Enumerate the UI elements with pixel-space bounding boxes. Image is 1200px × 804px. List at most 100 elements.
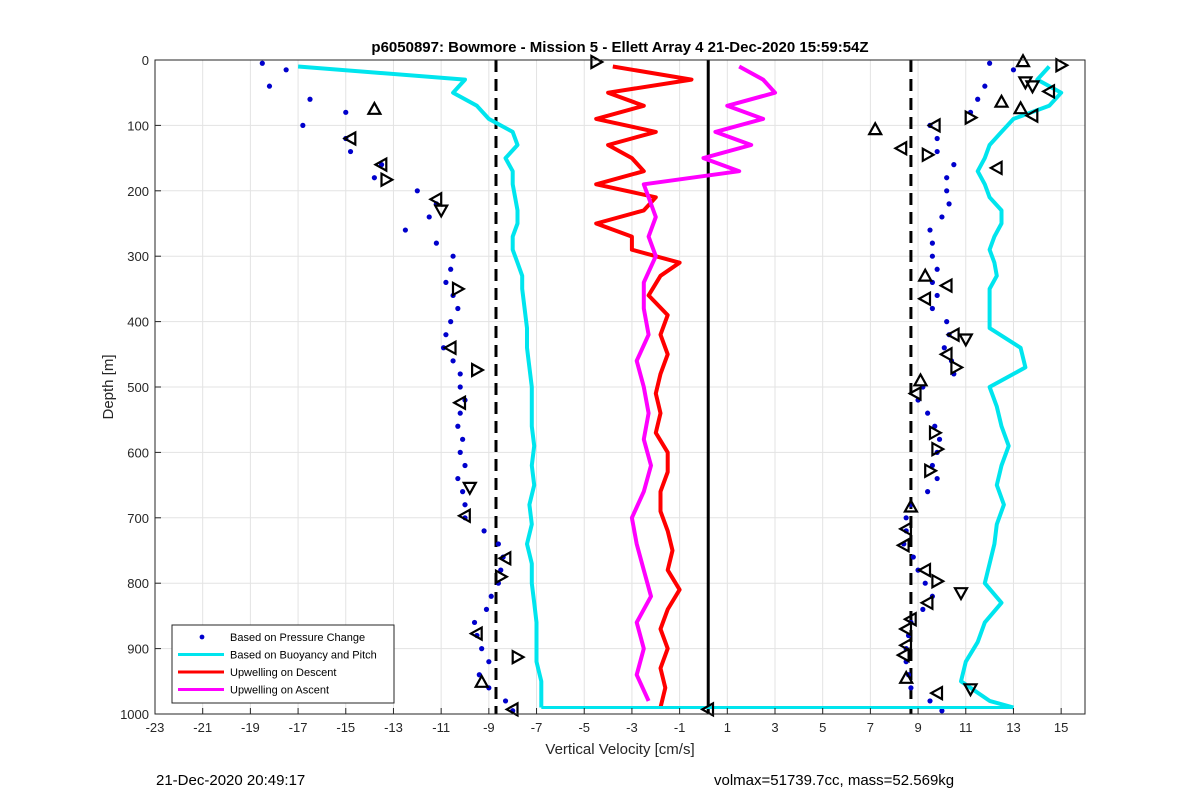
x-tick-label: -13 (384, 720, 403, 735)
pressure-change-point (936, 436, 943, 442)
upwelling-ascent-line (629, 64, 777, 702)
triangle-marker (938, 277, 953, 294)
y-tick-label: 300 (127, 249, 149, 264)
axis-ticks: -23 -21 -19 -17 -15 -13 -11 -9 -7 -5 -3 -1 1 3 5 7 9 11 13… (120, 53, 1068, 735)
pressure-change-point (343, 109, 349, 115)
x-axis-label: Vertical Velocity [cm/s] (545, 741, 694, 758)
pressure-change-point (371, 175, 377, 181)
pressure-change-point (929, 253, 935, 259)
triangle-marker (938, 346, 953, 363)
triangle-marker (926, 117, 941, 134)
pressure-change-point (481, 528, 487, 534)
pressure-change-point (450, 358, 456, 364)
y-tick-label: 700 (127, 511, 149, 526)
legend-label: Based on Buoyancy and Pitch (230, 650, 377, 662)
x-tick-label: 1 (724, 720, 731, 735)
triangle-marker (945, 326, 960, 343)
triangle-marker (471, 362, 486, 378)
triangle-marker (964, 109, 979, 126)
pressure-change-point (939, 214, 945, 220)
pressure-change-point (450, 253, 456, 259)
pressure-change-point (934, 148, 940, 155)
chart-title: p6050897: Bowmore - Mission 5 - Ellett A… (371, 39, 868, 56)
pressure-change-point (486, 659, 492, 665)
triangle-marker (1012, 100, 1029, 115)
pressure-change-point (443, 332, 449, 338)
x-tick-label: -21 (193, 720, 212, 735)
triangle-marker (897, 621, 913, 637)
pressure-change-point (455, 475, 461, 482)
triangle-marker (1024, 80, 1041, 95)
pressure-change-point (922, 580, 928, 586)
triangle-marker (917, 267, 934, 282)
upwelling-descent-line (594, 64, 694, 708)
triangle-marker (451, 281, 467, 297)
triangle-marker (898, 669, 915, 684)
pressure-change-point (925, 410, 931, 416)
pressure-change-point (903, 515, 909, 521)
pressure-change-point (471, 619, 478, 626)
pressure-change-point (378, 162, 385, 168)
buoyancy-descent-line (297, 64, 544, 708)
triangle-marker (699, 701, 715, 718)
pressure-change-point (946, 201, 952, 207)
triangle-marker (1055, 57, 1070, 74)
triangle-marker (380, 171, 395, 188)
pressure-change-point (987, 60, 993, 66)
pressure-change-point (982, 83, 988, 89)
pressure-change-point (479, 646, 485, 652)
triangle-marker (895, 537, 910, 554)
pressure-change-point (455, 305, 461, 312)
triangle-marker (1024, 107, 1039, 124)
pressure-change-point (920, 606, 926, 612)
pressure-change-point (443, 279, 449, 285)
pressure-change-point (944, 175, 950, 181)
pressure-change-point (457, 371, 463, 377)
pressure-change-point (941, 345, 947, 351)
pressure-change-point (925, 489, 931, 495)
pressure-change-point (283, 67, 289, 73)
triangle-marker (468, 625, 483, 642)
x-tick-label: -7 (531, 720, 543, 735)
pressure-change-point (975, 96, 981, 102)
pressure-change-point (426, 214, 432, 220)
triangle-marker (893, 140, 908, 157)
triangle-marker (897, 521, 913, 537)
legend-swatch-dot (199, 634, 205, 640)
y-axis-label: Depth [m] (100, 354, 117, 419)
triangle-marker (366, 100, 383, 115)
x-tick-label: -3 (626, 720, 638, 735)
pressure-change-point (502, 698, 509, 704)
y-tick-label: 200 (127, 184, 149, 199)
y-tick-label: 600 (127, 445, 149, 460)
pressure-change-point (457, 384, 463, 390)
x-tick-label: 7 (867, 720, 874, 735)
pressure-change-point (259, 60, 265, 66)
legend: Based on Pressure Change Based on Buoyanc… (171, 624, 395, 704)
pressure-change-point (457, 410, 463, 416)
triangle-marker (919, 594, 934, 611)
pressure-change-point (939, 708, 945, 714)
triangle-marker (950, 359, 965, 376)
triangle-marker (962, 683, 979, 698)
triangle-marker (928, 424, 944, 441)
grid-layer (154, 59, 1085, 715)
triangle-marker (1015, 53, 1031, 68)
triangle-marker (428, 191, 443, 208)
pressure-change-point (910, 554, 916, 560)
triangle-marker (928, 685, 944, 701)
pressure-change-point (488, 593, 494, 599)
triangle-marker (993, 93, 1010, 108)
triangle-marker (511, 649, 526, 665)
triangle-marker (442, 339, 457, 356)
x-tick-label: -9 (483, 720, 495, 735)
triangle-marker (456, 507, 471, 524)
triangle-marker (924, 462, 939, 479)
x-tick-label: 9 (914, 720, 921, 735)
pressure-change-point (347, 148, 354, 155)
y-tick-label: 0 (142, 53, 149, 68)
x-tick-label: -19 (241, 720, 260, 735)
x-tick-label: 11 (959, 720, 973, 735)
pressure-change-point (934, 135, 940, 142)
pressure-change-point (927, 227, 933, 233)
